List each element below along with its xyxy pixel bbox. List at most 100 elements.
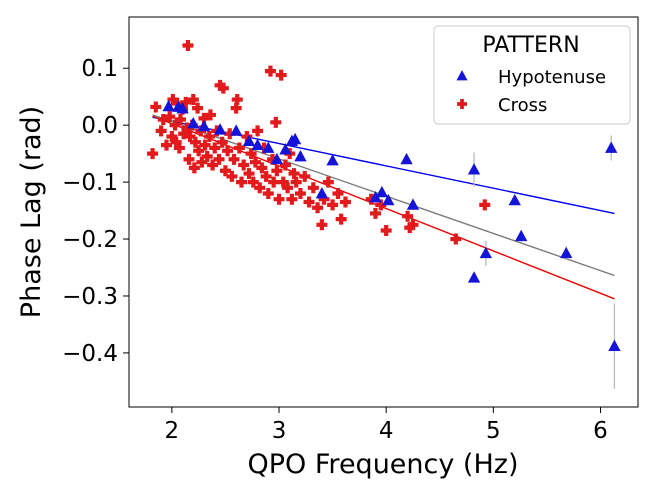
- point-hypotenuse-11: [279, 143, 292, 155]
- y-tick-label-3: −0.2: [62, 227, 118, 253]
- y-tick-label-4: −0.3: [62, 284, 118, 310]
- y-axis-label: Phase Lag (rad): [16, 106, 47, 318]
- point-cross-50: [241, 131, 253, 143]
- point-cross-1: [150, 101, 162, 113]
- legend-label-cross: Cross: [498, 95, 547, 116]
- point-cross-56: [254, 182, 266, 194]
- y-tick-label-2: −0.1: [62, 170, 118, 196]
- point-cross-74: [290, 176, 302, 188]
- point-cross-81: [318, 193, 330, 205]
- point-cross-19: [184, 131, 196, 143]
- point-cross-38: [216, 136, 228, 148]
- point-cross-77: [303, 196, 315, 208]
- point-cross-70: [282, 182, 294, 194]
- x-axis-ticks: 2 3 4 5 6: [165, 407, 608, 444]
- point-cross-49: [238, 159, 250, 171]
- point-hypotenuse-19: [382, 193, 395, 206]
- point-cross-21: [187, 94, 199, 106]
- point-cross-95: [479, 199, 491, 211]
- point-cross-85: [335, 213, 347, 225]
- point-cross-64: [270, 116, 282, 128]
- point-cross-84: [332, 187, 344, 199]
- point-cross-18: [183, 153, 195, 165]
- point-cross-9: [170, 136, 182, 148]
- point-cross-63: [268, 176, 280, 188]
- point-cross-28: [198, 112, 210, 124]
- point-cross-48: [236, 176, 248, 188]
- point-cross-58: [258, 142, 270, 154]
- point-cross-86: [339, 196, 351, 208]
- point-cross-53: [247, 176, 259, 188]
- point-hypotenuse-29: [608, 339, 621, 351]
- data-points: [147, 39, 621, 351]
- point-cross-72: [286, 193, 298, 205]
- point-hypotenuse-7: [242, 134, 256, 146]
- legend-marker-cross: [457, 99, 467, 109]
- point-cross-4: [161, 139, 173, 151]
- point-cross-36: [213, 153, 225, 165]
- point-cross-89: [375, 199, 387, 211]
- point-cross-22: [188, 162, 200, 174]
- point-cross-32: [204, 109, 216, 121]
- point-cross-43: [226, 170, 238, 182]
- point-cross-5: [164, 111, 176, 123]
- point-cross-82: [322, 176, 334, 188]
- point-cross-73: [288, 168, 300, 180]
- y-tick-label-1: 0.0: [81, 113, 118, 139]
- point-cross-62: [267, 153, 279, 165]
- x-tick-label-2: 4: [379, 418, 394, 444]
- legend: PATTERN Hypotenuse Cross: [433, 25, 631, 125]
- point-cross-8: [169, 119, 181, 131]
- x-tick-label-4: 6: [593, 418, 608, 444]
- legend-box: [433, 25, 631, 125]
- point-cross-59: [260, 170, 272, 182]
- legend-label-hypotenuse: Hypotenuse: [498, 67, 606, 88]
- point-cross-17: [182, 39, 194, 51]
- legend-marker-hypotenuse: [456, 70, 468, 81]
- point-cross-40: [219, 165, 231, 177]
- point-cross-24: [192, 102, 204, 114]
- point-cross-66: [273, 193, 285, 205]
- point-hypotenuse-9: [262, 141, 275, 153]
- point-cross-61: [264, 65, 276, 77]
- point-cross-55: [252, 125, 264, 137]
- point-cross-68: [277, 176, 289, 188]
- point-cross-52: [245, 148, 257, 160]
- point-cross-15: [180, 96, 192, 108]
- x-tick-label-1: 3: [272, 418, 287, 444]
- point-cross-67: [275, 69, 287, 81]
- point-cross-46: [231, 94, 243, 106]
- point-cross-69: [279, 159, 291, 171]
- point-hypotenuse-25: [508, 193, 521, 206]
- point-cross-54: [249, 156, 261, 168]
- point-hypotenuse-16: [326, 153, 339, 166]
- point-cross-42: [224, 128, 236, 140]
- point-hypotenuse-13: [288, 132, 302, 145]
- point-cross-34: [209, 142, 221, 154]
- point-hypotenuse-2: [176, 102, 189, 114]
- point-cross-45: [230, 102, 242, 114]
- point-cross-93: [407, 219, 419, 231]
- point-hypotenuse-27: [560, 246, 573, 259]
- point-cross-16: [181, 122, 193, 134]
- point-cross-80: [316, 219, 328, 231]
- x-tick-label-0: 2: [165, 418, 180, 444]
- point-hypotenuse-24: [479, 246, 493, 259]
- point-hypotenuse-20: [400, 152, 413, 165]
- point-cross-92: [404, 222, 416, 234]
- point-cross-88: [369, 207, 381, 219]
- x-tick-label-3: 5: [486, 418, 501, 444]
- point-cross-94: [450, 233, 462, 245]
- point-cross-76: [299, 170, 311, 182]
- point-cross-75: [294, 187, 306, 199]
- point-cross-79: [312, 202, 324, 214]
- point-hypotenuse-28: [605, 141, 618, 153]
- point-cross-23: [189, 136, 201, 148]
- point-cross-30: [201, 150, 213, 162]
- point-hypotenuse-15: [315, 186, 329, 199]
- point-hypotenuse-23: [467, 271, 481, 283]
- point-cross-78: [307, 182, 319, 194]
- y-tick-label-0: 0.1: [81, 56, 118, 82]
- point-cross-83: [327, 199, 339, 211]
- point-hypotenuse-26: [515, 229, 528, 242]
